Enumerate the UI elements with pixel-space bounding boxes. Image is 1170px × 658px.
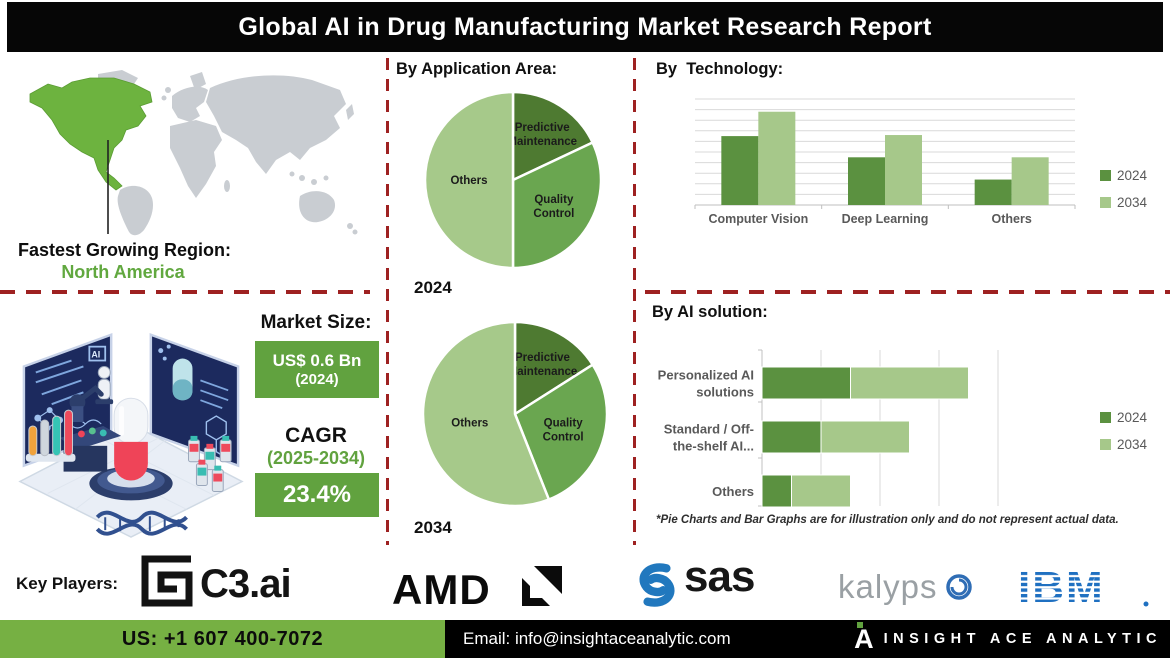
pie-2024-year-label: 2024 [414, 278, 452, 297]
svg-text:solutions: solutions [696, 385, 754, 400]
svg-text:2024: 2024 [1117, 168, 1148, 183]
svg-text:Predictive: Predictive [515, 122, 570, 134]
svg-text:Others: Others [451, 418, 488, 430]
market-size-box: US$ 0.6 Bn (2024) [255, 341, 379, 398]
svg-text:2024: 2024 [1117, 410, 1148, 425]
divider-vertical-right [633, 58, 636, 545]
market-size-label: Market Size: [260, 312, 372, 333]
divider-horizontal-right [645, 290, 1170, 294]
sas-logo-text: sas [684, 552, 755, 601]
dna-helix-icon [95, 510, 188, 536]
lab-illustration: AI [18, 332, 244, 538]
svg-text:Deep Learning: Deep Learning [842, 212, 929, 226]
vials-icon [188, 435, 232, 492]
screen-right-icon [149, 332, 240, 468]
svg-text:Others: Others [992, 212, 1032, 226]
svg-text:Control: Control [543, 432, 584, 444]
insightace-a-icon: A [854, 621, 874, 654]
svg-text:Personalized AI: Personalized AI [658, 368, 754, 383]
sas-logo-icon [639, 563, 675, 607]
divider-horizontal-left [0, 290, 370, 294]
market-size-value: US$ 0.6 Bn [272, 351, 362, 370]
footer-contact-bar: Email: info@insightaceanalytic.com A INS… [445, 620, 1170, 658]
cagr-period: (2025-2034) [266, 448, 366, 468]
footer-phone-bar: US: +1 607 400-7072 [0, 620, 445, 658]
solution-bar-chart: Personalized AI solutions Standard / Off-t… [658, 349, 1148, 508]
insightace-logo: A INSIGHT ACE ANALYTIC [854, 620, 1162, 658]
svg-text:Others: Others [712, 484, 754, 499]
page-title: Global AI in Drug Manufacturing Market R… [238, 12, 932, 41]
fastest-region-value: North America [61, 262, 185, 282]
pie-2034-year-label: 2034 [414, 518, 452, 537]
solution-section-title: By AI solution: [652, 303, 768, 321]
c3ai-logo-icon [141, 555, 193, 607]
cagr-value: 23.4% [282, 481, 352, 508]
svg-text:IBM: IBM [1018, 566, 1105, 610]
svg-text:Control: Control [533, 208, 574, 220]
insightace-brand-text: INSIGHT ACE ANALYTIC [883, 631, 1162, 647]
svg-text:Standard / Off-: Standard / Off- [664, 422, 754, 437]
svg-text:Predictive: Predictive [515, 352, 570, 364]
svg-text:Maintenance: Maintenance [507, 136, 577, 148]
svg-text:Computer Vision: Computer Vision [708, 212, 808, 226]
svg-text:AI: AI [91, 350, 100, 360]
svg-text:2034: 2034 [1117, 437, 1148, 452]
key-players-label: Key Players: [16, 574, 119, 593]
amd-logo-icon [522, 566, 562, 606]
svg-text:2034: 2034 [1117, 195, 1148, 210]
capsule-icon [89, 397, 173, 501]
kalypso-logo-o-icon [946, 574, 972, 600]
pie-chart-2034: Predictive Maintenance Quality Control Other… [421, 320, 609, 508]
world-map [29, 70, 358, 236]
email-address: Email: info@insightaceanalytic.com [463, 629, 731, 648]
svg-text:Others: Others [450, 175, 487, 187]
svg-text:Quality: Quality [544, 418, 584, 430]
application-section-title: By Application Area: [396, 60, 558, 78]
c3ai-logo-text: C3.ai [200, 562, 292, 606]
ibm-logo: IBM [1018, 566, 1149, 610]
technology-bar-chart: Computer Vision Deep Learning Others 2024 20… [694, 98, 1148, 226]
chart-footnote: *Pie Charts and Bar Graphs are for illus… [656, 514, 1119, 526]
technology-section-title: By Technology: [656, 60, 784, 78]
phone-number: US: +1 607 400-7072 [121, 627, 324, 650]
cagr-label: CAGR [285, 424, 347, 447]
svg-text:Quality: Quality [534, 194, 574, 206]
header-banner: Global AI in Drug Manufacturing Market R… [7, 2, 1163, 52]
fastest-region-label: Fastest Growing Region: [18, 240, 232, 260]
test-tubes-icon [25, 409, 76, 462]
cagr-value-box: 23.4% [255, 473, 379, 517]
amd-logo-text: AMD [392, 566, 491, 613]
map-north-america-highlight [29, 77, 153, 191]
svg-text:the-shelf AI...: the-shelf AI... [673, 439, 754, 454]
pie-chart-2024: Predictive Maintenance Quality Control Other… [423, 90, 603, 270]
market-size-year: (2024) [295, 371, 339, 388]
svg-text:Maintenance: Maintenance [508, 366, 578, 378]
divider-vertical-left [386, 58, 389, 545]
kalypso-logo-text: kalyps [838, 568, 938, 605]
